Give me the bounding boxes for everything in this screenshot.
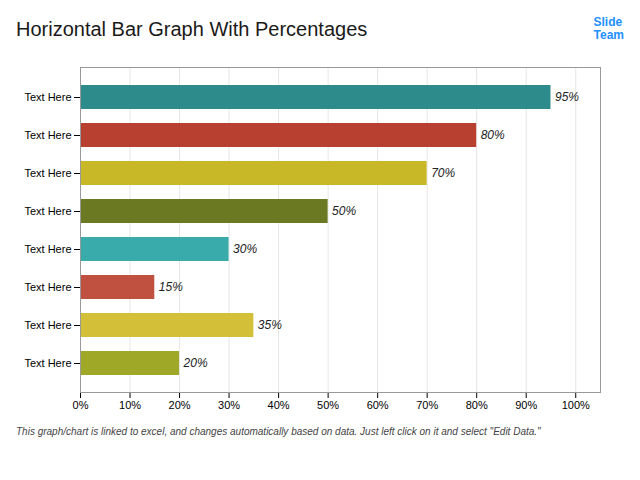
svg-text:30%: 30%	[233, 242, 257, 256]
svg-text:60%: 60%	[367, 399, 389, 411]
svg-text:95%: 95%	[555, 90, 579, 104]
svg-text:80%: 80%	[481, 128, 505, 142]
svg-text:100%: 100%	[562, 399, 590, 411]
html-text:This graph/chart is linked to: This graph/chart is linked to excel, and…	[16, 426, 541, 437]
svg-text:0%: 0%	[73, 399, 89, 411]
svg-text:Text Here: Text Here	[24, 129, 71, 141]
svg-text:20%: 20%	[169, 399, 191, 411]
svg-text:Text Here: Text Here	[24, 205, 71, 217]
svg-text:10%: 10%	[119, 399, 141, 411]
svg-text:80%: 80%	[466, 399, 488, 411]
svg-text:50%: 50%	[317, 399, 339, 411]
svg-text:Text Here: Text Here	[24, 319, 71, 331]
svg-text:50%: 50%	[332, 204, 356, 218]
svg-text:90%: 90%	[515, 399, 537, 411]
svg-text:20%: 20%	[183, 356, 208, 370]
svg-text:70%: 70%	[431, 166, 455, 180]
svg-text:35%: 35%	[258, 318, 282, 332]
svg-text:15%: 15%	[159, 280, 183, 294]
html-text:Slide Team: Slide Team	[593, 14, 624, 42]
svg-text:70%: 70%	[416, 399, 438, 411]
svg-text:40%: 40%	[268, 399, 290, 411]
svg-text:Text Here: Text Here	[24, 281, 71, 293]
svg-text:Text Here: Text Here	[24, 243, 71, 255]
svg-text:Text Here: Text Here	[24, 357, 71, 369]
svg-text:30%: 30%	[218, 399, 240, 411]
svg-text:Text Here: Text Here	[24, 167, 71, 179]
html-text:Horizontal Bar Graph With Perc: Horizontal Bar Graph With Percentages	[16, 17, 368, 40]
svg-text:Text Here: Text Here	[24, 91, 71, 103]
